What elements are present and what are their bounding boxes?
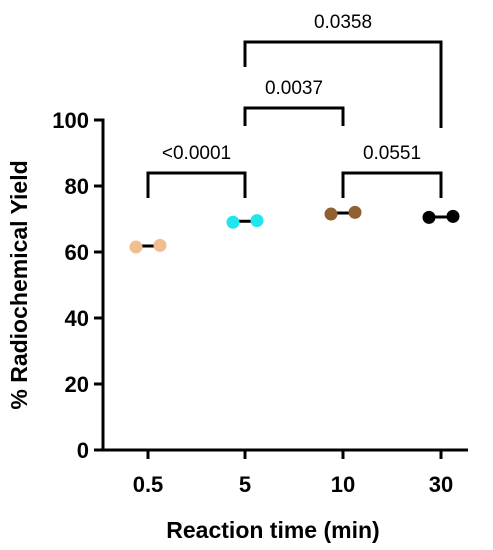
comparison-bracket [341,171,443,198]
comparison-bracket [243,40,443,128]
p-value-label: <0.0001 [162,143,231,164]
y-tick-label: 80 [65,174,89,199]
y-axis-title: % Radiochemical Yield [6,160,32,409]
x-axis-title: Reaction time (min) [166,517,379,543]
x-tick-label: 0.5 [133,472,164,497]
p-value-label: 0.0037 [265,78,323,99]
p-value-label: 0.0358 [314,12,372,33]
significance-brackets: <0.0001 0.0551 0.0037 0.0358 [146,12,443,198]
data-point [422,210,436,224]
y-tick-label: 60 [65,240,89,265]
data-point [348,205,362,219]
p-value-label: 0.0551 [363,143,421,164]
data-point [446,209,460,223]
comparison-bracket [243,106,345,126]
data-point [226,215,240,229]
data-point [250,214,264,228]
axes: 0 20 40 60 80 100 0.5 5 10 30 [52,108,468,497]
data-points [129,205,460,254]
x-tick-label: 10 [331,472,355,497]
data-point [153,238,167,252]
data-point [324,207,338,221]
y-tick-label: 100 [52,108,89,133]
comparison-bracket [146,171,247,198]
y-tick-label: 40 [65,306,89,331]
y-tick-label: 0 [77,438,89,463]
data-point [129,240,143,254]
y-tick-label: 20 [65,372,89,397]
x-tick-label: 30 [429,472,453,497]
x-tick-label: 5 [239,472,251,497]
